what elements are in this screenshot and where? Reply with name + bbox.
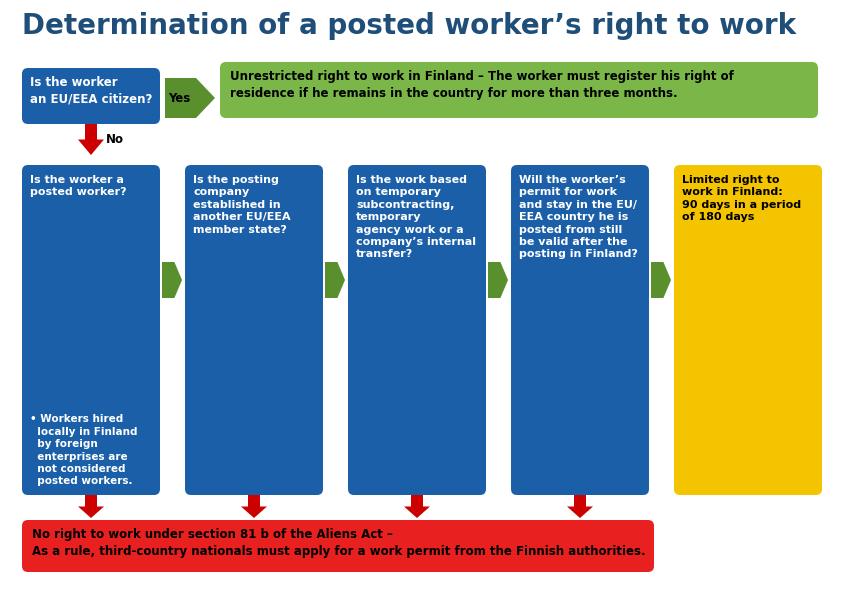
FancyBboxPatch shape: [220, 62, 818, 118]
Polygon shape: [404, 495, 430, 518]
Polygon shape: [78, 495, 104, 518]
Text: • Workers hired
  locally in Finland
  by foreign
  enterprises are
  not consid: • Workers hired locally in Finland by fo…: [30, 415, 137, 487]
FancyBboxPatch shape: [185, 165, 323, 495]
Polygon shape: [78, 124, 104, 155]
Polygon shape: [241, 495, 267, 518]
Text: Will the worker’s
permit for work
and stay in the EU/
EEA country he is
posted f: Will the worker’s permit for work and st…: [519, 175, 638, 259]
Text: Is the worker a
posted worker?: Is the worker a posted worker?: [30, 175, 126, 198]
Text: Determination of a posted worker’s right to work: Determination of a posted worker’s right…: [22, 12, 797, 40]
FancyBboxPatch shape: [511, 165, 649, 495]
Text: Is the work based
on temporary
subcontracting,
temporary
agency work or a
compan: Is the work based on temporary subcontra…: [356, 175, 476, 259]
Polygon shape: [488, 262, 508, 298]
Text: Yes: Yes: [168, 92, 190, 105]
Text: Is the worker
an EU/EEA citizen?: Is the worker an EU/EEA citizen?: [30, 76, 152, 105]
Text: No: No: [106, 133, 124, 146]
Text: No right to work under section 81 b of the Aliens Act –
As a rule, third-country: No right to work under section 81 b of t…: [32, 528, 646, 558]
Polygon shape: [165, 78, 215, 118]
Polygon shape: [325, 262, 345, 298]
Polygon shape: [162, 262, 182, 298]
Polygon shape: [651, 262, 671, 298]
Polygon shape: [567, 495, 593, 518]
FancyBboxPatch shape: [22, 520, 654, 572]
FancyBboxPatch shape: [348, 165, 486, 495]
FancyBboxPatch shape: [22, 68, 160, 124]
FancyBboxPatch shape: [22, 165, 160, 495]
Text: Limited right to
work in Finland:
90 days in a period
of 180 days: Limited right to work in Finland: 90 day…: [682, 175, 801, 222]
Text: Is the posting
company
established in
another EU/EEA
member state?: Is the posting company established in an…: [193, 175, 290, 234]
FancyBboxPatch shape: [674, 165, 822, 495]
Text: Unrestricted right to work in Finland – The worker must register his right of
re: Unrestricted right to work in Finland – …: [230, 70, 734, 99]
